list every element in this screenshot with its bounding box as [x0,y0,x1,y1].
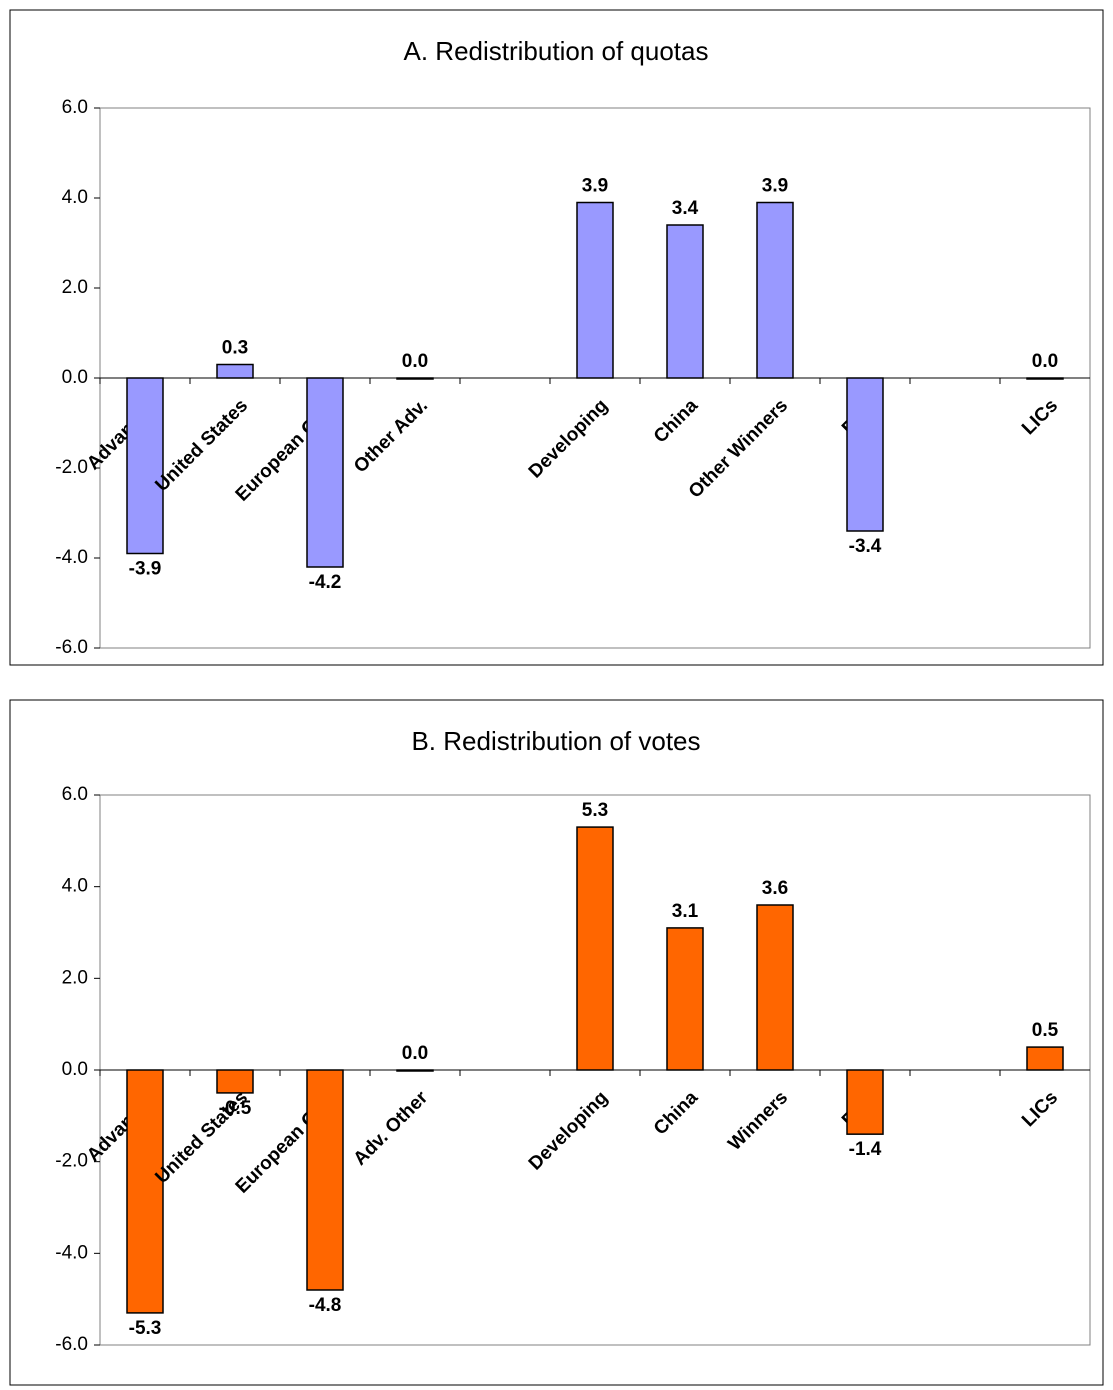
bar [847,1070,883,1134]
x-tick-label: LICs [1018,395,1062,439]
bar [667,928,703,1070]
y-tick-label: 2.0 [62,967,88,988]
bar [1027,1047,1063,1070]
value-label: 3.1 [672,901,699,922]
chart: A. Redistribution of quotas -6.0 -4.0 -2.0 0… [0,0,1113,1390]
value-label: -5.3 [129,1318,162,1339]
bar [307,378,343,567]
value-label: -4.2 [309,572,342,593]
x-tick-label: Other Adv. [350,395,432,477]
x-tick-label: China [650,1087,702,1139]
chart-frame [10,700,1103,1385]
y-tick-label: -4.0 [55,547,88,568]
y-tick-label: 6.0 [62,784,88,805]
bar [667,225,703,378]
y-tick-label: 6.0 [62,97,88,118]
bar [757,203,793,379]
value-label: 3.9 [762,176,788,197]
y-tick-label: -6.0 [55,637,88,658]
value-label: 5.3 [582,800,608,821]
x-tick-label: Developing [525,395,612,482]
bar [847,378,883,531]
x-tick-label: Developing [525,1087,612,1174]
value-label: 0.0 [402,351,428,372]
value-label: 0.0 [402,1043,428,1064]
y-tick-label: -6.0 [55,1334,88,1355]
x-tick-label: LICs [1018,1087,1062,1131]
chart-title: A. Redistribution of quotas [404,36,709,66]
value-label: -4.8 [309,1295,342,1316]
bar [577,827,613,1070]
value-label: 0.0 [1032,351,1058,372]
value-label: 3.4 [672,198,699,219]
bar [397,1070,433,1071]
bar [397,378,433,379]
value-label: -0.5 [219,1098,252,1119]
value-label: 3.9 [582,176,608,197]
bar [217,1070,253,1093]
value-label: 3.6 [762,878,788,899]
bar [577,203,613,379]
y-tick-label: 0.0 [62,367,88,388]
y-tick-label: 4.0 [62,876,88,897]
value-label: -1.4 [849,1139,882,1160]
x-tick-label: United States [151,395,252,496]
value-label: 0.5 [1032,1020,1059,1041]
bar [217,365,253,379]
bar [757,905,793,1070]
y-tick-label: 2.0 [62,277,88,298]
value-label: 0.3 [222,338,248,359]
bar [127,1070,163,1313]
y-tick-label: -2.0 [55,1151,88,1172]
y-tick-label: 0.0 [62,1059,88,1080]
value-label: -3.9 [129,559,162,580]
y-tick-label: -4.0 [55,1242,88,1263]
x-tick-label: Other Winners [685,395,792,502]
bar [307,1070,343,1290]
bar [127,378,163,554]
x-tick-label: China [650,395,702,447]
x-tick-label: Adv. Other [350,1087,433,1170]
page: A. Redistribution of quotas -6.0 -4.0 -2.0 0… [0,0,1113,1390]
chart-title: B. Redistribution of votes [411,726,700,756]
x-tick-label: Winners [724,1087,792,1155]
value-label: -3.4 [849,536,882,557]
bar [1027,378,1063,379]
y-tick-label: 4.0 [62,187,88,208]
